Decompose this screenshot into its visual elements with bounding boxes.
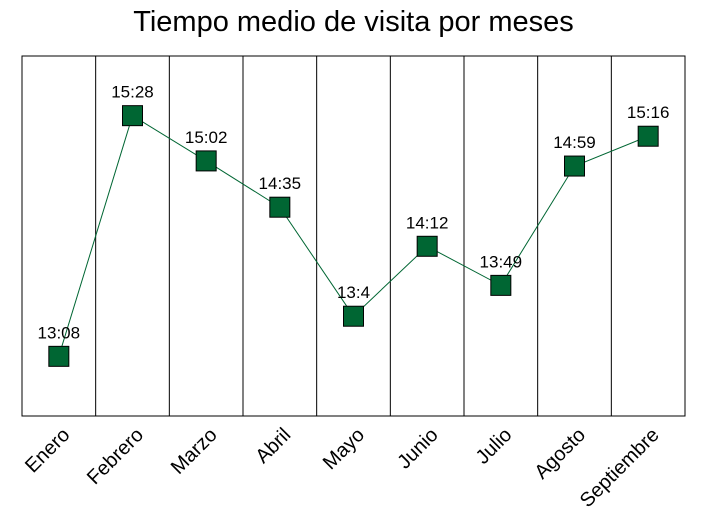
plot-area <box>21 55 686 417</box>
data-point-marker <box>416 235 438 257</box>
data-label: 13:08 <box>38 323 81 342</box>
data-label: 14:35 <box>259 174 302 193</box>
x-tick-label: Abril <box>252 424 296 468</box>
data-point-marker <box>564 155 585 177</box>
data-label: 15:02 <box>185 128 228 147</box>
x-tick-label: Septiembre <box>576 424 664 512</box>
data-point-marker <box>490 274 512 296</box>
x-axis-tick-labels: Enero Febrero Marzo Abril Mayo Junio Julio Agos… <box>21 424 664 512</box>
data-labels: 13:08 15:28 15:02 14:35 13:4 14:12 13:49 14:59 1… <box>38 83 670 343</box>
data-point-marker <box>48 345 70 367</box>
data-label: 14:12 <box>406 213 449 232</box>
x-tick-label: Mayo <box>319 424 369 474</box>
x-tick-label: Junio <box>393 424 442 473</box>
chart-title: Tiempo medio de visita por meses <box>133 6 574 38</box>
data-point-marker <box>269 196 291 218</box>
data-point-marker <box>343 305 364 327</box>
data-label: 15:28 <box>111 83 154 102</box>
data-label: 15:16 <box>627 103 670 122</box>
data-label: 13:4 <box>337 283 370 302</box>
data-label: 13:49 <box>480 252 523 271</box>
data-point-marker <box>637 125 659 147</box>
x-tick-label: Marzo <box>167 424 222 479</box>
data-point-marker <box>195 150 217 172</box>
data-point-marker <box>122 105 143 127</box>
grid-lines <box>95 56 612 416</box>
x-tick-label: Julio <box>472 424 517 469</box>
markers <box>48 105 659 367</box>
x-tick-label: Febrero <box>83 424 148 489</box>
x-tick-label: Enero <box>21 424 74 477</box>
data-label: 14:59 <box>553 133 596 152</box>
x-tick-label: Agosto <box>530 424 590 484</box>
